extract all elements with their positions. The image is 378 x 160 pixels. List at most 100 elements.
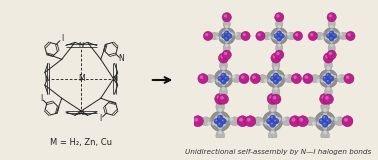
Ellipse shape: [262, 32, 272, 40]
Circle shape: [277, 36, 282, 41]
Ellipse shape: [210, 32, 220, 40]
Circle shape: [225, 32, 227, 33]
Circle shape: [205, 33, 208, 36]
Circle shape: [274, 83, 278, 86]
Ellipse shape: [270, 73, 282, 85]
Circle shape: [329, 31, 334, 36]
Circle shape: [256, 31, 265, 41]
Ellipse shape: [324, 60, 332, 71]
Circle shape: [327, 74, 328, 76]
Text: M: M: [78, 74, 85, 83]
Circle shape: [293, 75, 297, 79]
Circle shape: [222, 87, 225, 91]
Ellipse shape: [326, 31, 337, 41]
Ellipse shape: [319, 69, 338, 88]
Circle shape: [327, 71, 330, 75]
Circle shape: [270, 115, 276, 121]
Circle shape: [330, 40, 333, 43]
Ellipse shape: [322, 73, 335, 85]
Circle shape: [217, 115, 223, 121]
Ellipse shape: [315, 32, 324, 40]
Circle shape: [269, 140, 273, 144]
Circle shape: [271, 94, 281, 104]
Ellipse shape: [315, 111, 335, 131]
Circle shape: [303, 74, 313, 84]
Circle shape: [280, 75, 284, 78]
Circle shape: [330, 25, 333, 28]
Circle shape: [270, 122, 276, 127]
Circle shape: [282, 117, 286, 121]
Circle shape: [305, 75, 308, 79]
Circle shape: [274, 67, 278, 70]
Circle shape: [346, 75, 349, 79]
Circle shape: [225, 44, 228, 47]
Circle shape: [268, 119, 270, 121]
Circle shape: [225, 40, 228, 43]
Circle shape: [221, 118, 226, 124]
Ellipse shape: [214, 115, 227, 128]
Circle shape: [192, 116, 203, 127]
Circle shape: [222, 119, 224, 121]
Circle shape: [203, 31, 212, 41]
Circle shape: [245, 116, 256, 127]
Ellipse shape: [257, 75, 268, 83]
Circle shape: [273, 118, 279, 124]
Ellipse shape: [218, 28, 235, 44]
Text: Unidirectional self-assembly by N—I halogen bonds: Unidirectional self-assembly by N—I halo…: [185, 149, 371, 155]
Circle shape: [325, 55, 329, 58]
Circle shape: [228, 75, 231, 78]
Ellipse shape: [217, 73, 229, 85]
Ellipse shape: [319, 115, 332, 128]
Circle shape: [234, 32, 238, 36]
Ellipse shape: [272, 87, 280, 97]
Circle shape: [217, 140, 221, 144]
Circle shape: [222, 71, 225, 75]
Circle shape: [333, 75, 336, 78]
Circle shape: [264, 79, 268, 82]
Circle shape: [330, 32, 332, 33]
Circle shape: [329, 52, 332, 55]
Text: N: N: [45, 76, 50, 82]
Circle shape: [271, 130, 275, 134]
Circle shape: [252, 75, 256, 79]
Circle shape: [269, 95, 273, 99]
Circle shape: [327, 80, 328, 82]
Circle shape: [222, 80, 224, 82]
Circle shape: [329, 14, 332, 18]
Circle shape: [327, 13, 336, 22]
Ellipse shape: [284, 75, 294, 83]
Circle shape: [278, 32, 279, 33]
Circle shape: [326, 73, 331, 78]
Circle shape: [223, 34, 224, 36]
Circle shape: [277, 25, 281, 28]
Circle shape: [272, 36, 276, 40]
Circle shape: [277, 44, 281, 47]
Text: I: I: [99, 114, 102, 123]
Circle shape: [271, 77, 273, 79]
Circle shape: [284, 75, 288, 78]
Circle shape: [327, 34, 329, 36]
Text: N: N: [118, 54, 124, 63]
Circle shape: [218, 126, 222, 130]
Ellipse shape: [310, 75, 321, 83]
Ellipse shape: [266, 69, 285, 88]
Text: M = H₂, Zn, Cu: M = H₂, Zn, Cu: [50, 138, 112, 147]
Ellipse shape: [268, 130, 277, 141]
Circle shape: [322, 140, 325, 144]
Circle shape: [218, 108, 222, 112]
Circle shape: [215, 138, 226, 149]
Ellipse shape: [276, 43, 283, 53]
Circle shape: [291, 118, 295, 122]
Circle shape: [321, 79, 324, 82]
Circle shape: [271, 113, 275, 117]
Ellipse shape: [339, 32, 349, 40]
Circle shape: [323, 113, 327, 117]
Ellipse shape: [334, 117, 345, 126]
Circle shape: [323, 130, 327, 134]
Circle shape: [344, 118, 348, 122]
Circle shape: [325, 96, 329, 100]
Circle shape: [323, 126, 327, 130]
Circle shape: [239, 118, 243, 122]
Circle shape: [266, 118, 272, 124]
Circle shape: [323, 116, 325, 118]
